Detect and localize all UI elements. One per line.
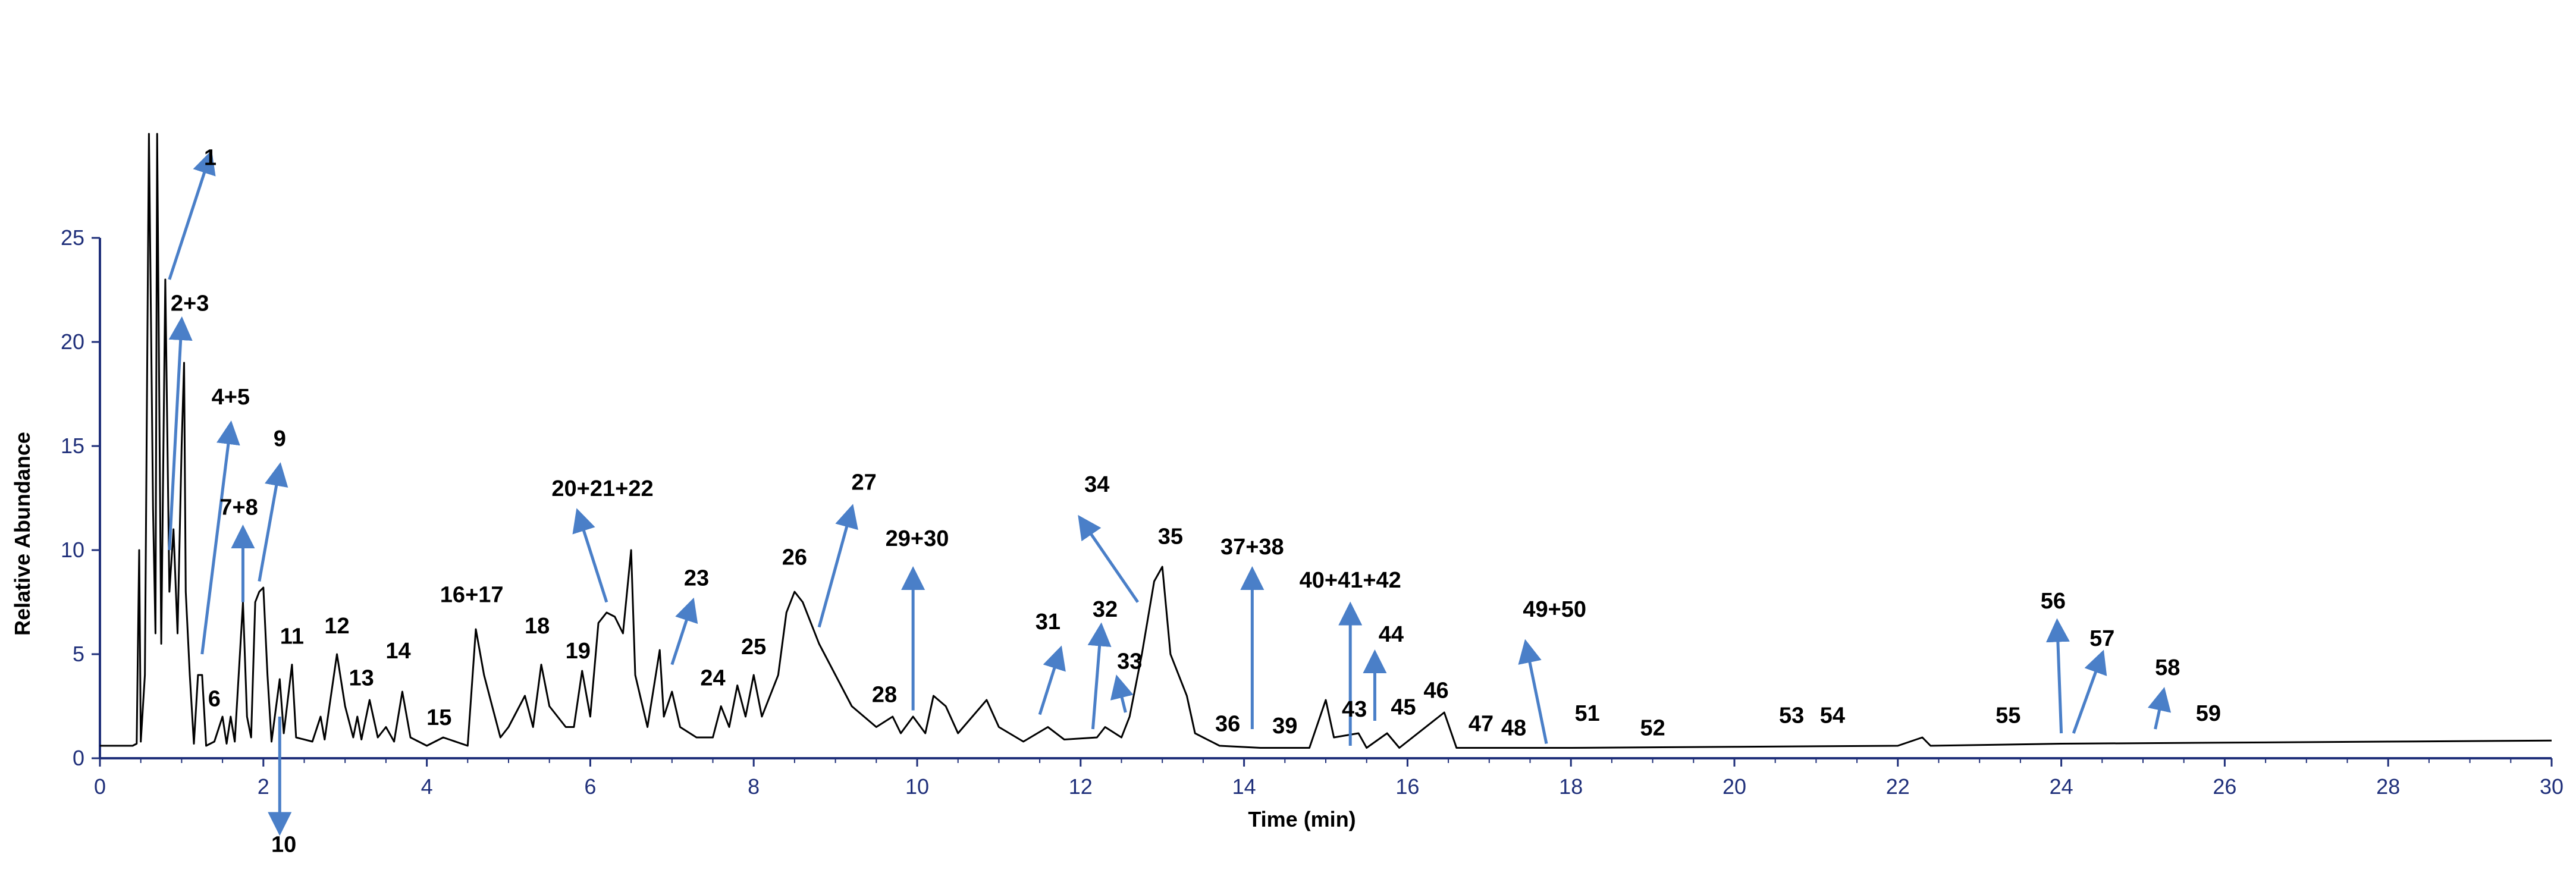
peak-label: 23 <box>684 566 709 591</box>
annotation-arrow <box>817 504 858 628</box>
x-tick-label: 12 <box>1069 774 1093 799</box>
axes <box>99 238 2552 759</box>
peak-label: 40+41+42 <box>1300 568 1401 593</box>
peak-label: 27 <box>852 470 877 495</box>
peak-label: 13 <box>349 666 374 691</box>
arrow-group <box>168 150 2172 836</box>
peak-label: 39 <box>1272 714 1297 739</box>
x-tick-label: 4 <box>421 774 433 799</box>
peak-label-group: 1 2+3 4+5 6 7+8 9 10 11 12 13 14 15 16+17 18 19 20+21+2… <box>171 146 2221 858</box>
annotation-arrow <box>258 462 288 582</box>
y-tick-label: 0 <box>73 746 84 770</box>
annotation-arrow <box>1078 514 1140 603</box>
peak-label: 43 <box>1342 697 1367 722</box>
peak-label: 2+3 <box>171 291 209 316</box>
annotation-arrow <box>572 508 608 603</box>
x-tick-label: 0 <box>94 774 106 799</box>
peak-label: 28 <box>872 683 897 708</box>
x-tick-label: 18 <box>1559 774 1583 799</box>
annotation-arrow <box>670 597 698 665</box>
peak-label: 18 <box>525 614 550 639</box>
annotation-arrow <box>1038 645 1066 715</box>
peak-label: 20+21+22 <box>551 476 653 501</box>
peak-label: 15 <box>426 705 451 730</box>
peak-label: 59 <box>2196 701 2221 726</box>
x-tick-label: 28 <box>2376 774 2400 799</box>
annotation-arrow <box>1518 639 1548 745</box>
peak-label: 35 <box>1158 525 1183 550</box>
y-ticks: 0 5 10 15 20 25 <box>61 225 100 770</box>
peak-label: 44 <box>1379 622 1404 647</box>
x-tick-label: 8 <box>748 774 760 799</box>
y-tick-label: 10 <box>61 538 84 562</box>
trace-group <box>100 133 2552 749</box>
peak-label: 51 <box>1575 701 1600 726</box>
x-ticks: 0 2 4 6 8 10 12 14 16 18 20 22 24 26 28 30 <box>94 758 2564 799</box>
annotation-arrow <box>168 316 193 551</box>
x-tick-label: 30 <box>2540 774 2564 799</box>
peak-label: 32 <box>1093 597 1118 622</box>
peak-label: 36 <box>1215 712 1240 737</box>
peak-label: 33 <box>1117 649 1142 674</box>
x-tick-label: 10 <box>905 774 929 799</box>
peak-label: 48 <box>1501 716 1526 741</box>
peak-label: 19 <box>566 639 591 664</box>
peak-label: 7+8 <box>219 495 258 520</box>
peak-label: 55 <box>1995 704 2020 729</box>
peak-label: 26 <box>782 545 807 570</box>
x-axis-label: Time (min) <box>1248 807 1356 831</box>
x-tick-label: 6 <box>584 774 596 799</box>
annotation-arrow <box>168 150 216 280</box>
peak-label: 58 <box>2155 655 2180 680</box>
peak-label: 56 <box>2041 589 2066 614</box>
peak-label: 47 <box>1469 712 1493 737</box>
peak-label: 25 <box>741 635 766 660</box>
annotation-arrow <box>2147 687 2172 730</box>
annotation-arrow <box>2072 649 2107 734</box>
peak-label: 29+30 <box>886 526 949 551</box>
peak-label: 54 <box>1820 704 1845 729</box>
peak-label: 24 <box>700 666 725 691</box>
peak-label: 46 <box>1423 679 1448 704</box>
peak-label: 4+5 <box>212 385 250 410</box>
x-tick-label: 24 <box>2050 774 2073 799</box>
x-tick-label: 2 <box>258 774 269 799</box>
peak-label: 11 <box>280 624 304 649</box>
peak-label: 34 <box>1084 472 1109 497</box>
y-tick-label: 5 <box>73 642 84 666</box>
annotation-arrow <box>200 420 240 655</box>
x-tick-label: 22 <box>1886 774 1910 799</box>
peak-label: 1 <box>204 146 217 171</box>
peak-label: 6 <box>208 687 221 712</box>
peak-label: 52 <box>1640 716 1665 741</box>
annotation-arrow <box>2045 618 2070 734</box>
annotation-arrow <box>1110 674 1134 713</box>
peak-label: 16+17 <box>440 583 504 608</box>
peak-label: 45 <box>1391 695 1416 720</box>
peak-label: 14 <box>385 639 410 664</box>
series-line <box>100 133 2552 749</box>
x-tick-label: 14 <box>1232 774 1256 799</box>
y-tick-label: 15 <box>61 434 84 458</box>
peak-label: 57 <box>2089 626 2114 651</box>
x-tick-label: 26 <box>2213 774 2236 799</box>
y-axis-label: Relative Abundance <box>10 432 34 636</box>
y-tick-label: 25 <box>61 225 84 250</box>
y-tick-label: 20 <box>61 329 84 354</box>
peak-label: 49+50 <box>1523 597 1586 622</box>
x-tick-label: 16 <box>1395 774 1419 799</box>
x-tick-label: 20 <box>1722 774 1746 799</box>
peak-label: 9 <box>274 426 286 451</box>
peak-label: 10 <box>271 833 296 858</box>
peak-label: 53 <box>1779 704 1804 729</box>
peak-label: 12 <box>324 614 349 639</box>
peak-label: 31 <box>1036 610 1060 635</box>
annotation-arrow <box>1087 622 1112 730</box>
peak-label: 37+38 <box>1220 535 1284 560</box>
